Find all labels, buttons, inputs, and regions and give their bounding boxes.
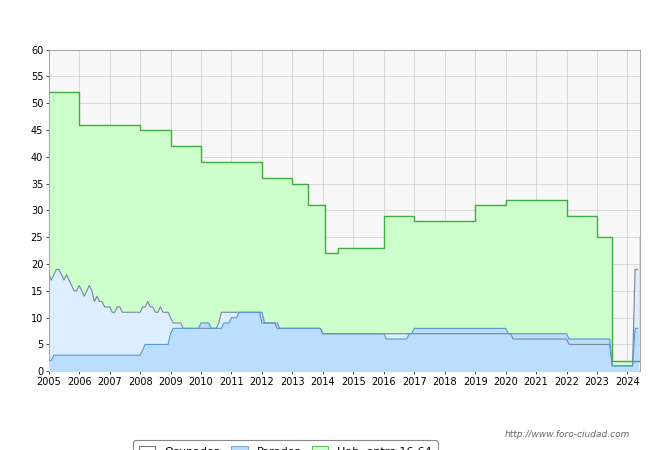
Text: Santa María del Val - Evolucion de la poblacion en edad de Trabajar Mayo de 2024: Santa María del Val - Evolucion de la po… (62, 15, 588, 28)
Legend: Ocupados, Parados, Hab. entre 16-64: Ocupados, Parados, Hab. entre 16-64 (133, 441, 437, 450)
Text: http://www.foro-ciudad.com: http://www.foro-ciudad.com (505, 430, 630, 439)
